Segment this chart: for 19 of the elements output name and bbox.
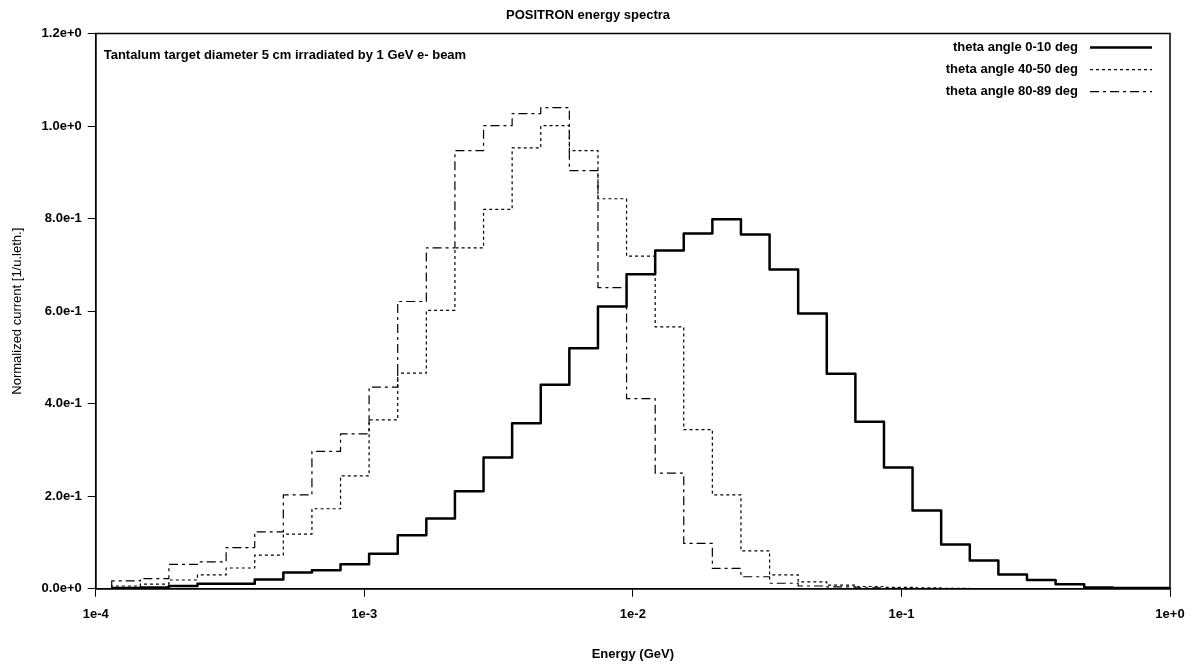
x-tick-label: 1e-4: [82, 606, 110, 622]
x-tick-label: 1e+0: [1155, 606, 1185, 622]
y-tick-label: 0.0e+0: [41, 580, 82, 596]
y-axis-title: Normalized current [1/u.leth.]: [9, 227, 25, 395]
x-axis-title: Energy (GeV): [591, 645, 675, 661]
annotation: Tantalum target diameter 5 cm irradiated by 1 GeV e- beam: [103, 47, 467, 63]
x-tick-label: 1e-2: [619, 606, 646, 622]
legend-label: theta angle 0-10 deg: [953, 39, 1079, 55]
legend-label: theta angle 40-50 deg: [945, 61, 1079, 77]
y-tick-label: 6.0e-1: [44, 302, 82, 318]
y-tick-label: 4.0e-1: [44, 395, 82, 411]
chart-title: POSITRON energy spectra: [506, 7, 671, 23]
x-tick-label: 1e-3: [351, 606, 378, 622]
y-tick-label: 1.2e+0: [41, 25, 82, 41]
y-tick-label: 1.0e+0: [41, 117, 82, 133]
legend-label: theta angle 80-89 deg: [945, 83, 1079, 99]
y-tick-label: 2.0e-1: [44, 487, 82, 503]
y-tick-label: 8.0e-1: [44, 210, 82, 226]
x-tick-label: 1e-1: [888, 606, 915, 622]
